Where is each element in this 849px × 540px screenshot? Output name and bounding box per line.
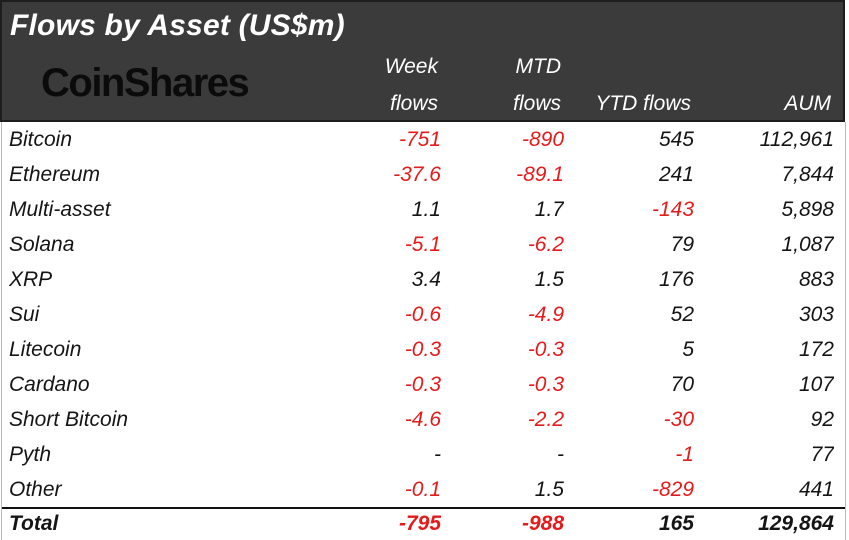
asset-name-cell: XRP — [9, 268, 53, 291]
aum-cell: 441 — [798, 478, 834, 501]
week-flows-cell: -751 — [398, 128, 441, 151]
column-header-mtd-flows: MTD flows — [438, 46, 561, 120]
ytd-flows-cell: 5 — [682, 338, 694, 361]
table-row-xrp: XRP 3.4 1.5 176 883 — [2, 262, 845, 297]
mtd-flows-cell: -890 — [521, 128, 564, 151]
aum-cell: 5,898 — [781, 198, 834, 221]
table-row-bitcoin: Bitcoin -751 -890 545 112,961 — [2, 122, 845, 157]
ytd-flows-cell: 79 — [670, 233, 694, 256]
ytd-flows-cell: -143 — [651, 198, 694, 221]
ytd-flows-cell: -1 — [675, 443, 694, 466]
column-header-line: YTD flows — [595, 92, 691, 115]
asset-name-cell: Pyth — [9, 443, 52, 466]
week-flows-cell: 3.4 — [411, 268, 441, 291]
table-row-pyth: Pyth - - -1 77 — [2, 437, 845, 472]
week-flows-cell: -0.6 — [404, 303, 441, 326]
column-header-line — [691, 46, 831, 83]
asset-name-cell: Short Bitcoin — [9, 408, 129, 431]
table-row-short-bitcoin: Short Bitcoin -4.6 -2.2 -30 92 — [2, 402, 845, 437]
column-header-week-flows: Week flows — [318, 46, 438, 120]
mtd-flows-cell: -0.3 — [527, 373, 564, 396]
column-header-line: MTD — [515, 55, 562, 78]
week-flows-cell: - — [434, 443, 441, 466]
table-row-sui: Sui -0.6 -4.9 52 303 — [2, 297, 845, 332]
mtd-flows-cell: - — [557, 443, 564, 466]
coinshares-wordmark: CoinShares — [41, 60, 250, 105]
ytd-flows-cell: 70 — [670, 373, 694, 396]
table-row-litecoin: Litecoin -0.3 -0.3 5 172 — [2, 332, 845, 367]
table-row-cardano: Cardano -0.3 -0.3 70 107 — [2, 367, 845, 402]
asset-name-cell: Other — [9, 478, 62, 501]
mtd-flows-cell: -4.9 — [527, 303, 564, 326]
mtd-flows-cell: -0.3 — [527, 338, 564, 361]
ytd-flows-cell: 545 — [658, 128, 694, 151]
column-header-aum: AUM — [691, 46, 831, 120]
column-header-line: flows — [390, 92, 438, 115]
table-body: Bitcoin -751 -890 545 112,961 Ethereum -… — [1, 122, 846, 540]
aum-cell: 112,961 — [759, 128, 834, 151]
aum-cell: 92 — [810, 408, 834, 431]
aum-cell: 1,087 — [781, 233, 834, 256]
column-header-line: AUM — [784, 92, 831, 115]
aum-cell: 883 — [798, 268, 834, 291]
mtd-flows-cell: 1.7 — [534, 198, 564, 221]
table-title: Flows by Asset (US$m) — [10, 9, 345, 42]
column-header-line: Week — [384, 55, 438, 78]
asset-name-cell: Sui — [9, 303, 40, 326]
asset-name-cell: Litecoin — [9, 338, 82, 361]
table-row-other: Other -0.1 1.5 -829 441 — [2, 472, 845, 507]
column-header-line: flows — [513, 92, 561, 115]
table-row-multi-asset: Multi-asset 1.1 1.7 -143 5,898 — [2, 192, 845, 227]
table-row-total: Total -795 -988 165 129,864 — [2, 507, 845, 540]
week-flows-cell: -5.1 — [404, 233, 441, 256]
week-flows-cell: -795 — [398, 512, 441, 535]
aum-cell: 7,844 — [781, 163, 834, 186]
mtd-flows-cell: 1.5 — [534, 478, 564, 501]
aum-cell: 172 — [798, 338, 834, 361]
table-row-ethereum: Ethereum -37.6 -89.1 241 7,844 — [2, 157, 845, 192]
asset-name-cell: Solana — [9, 233, 75, 256]
ytd-flows-cell: 52 — [670, 303, 694, 326]
mtd-flows-cell: -6.2 — [527, 233, 564, 256]
asset-name-cell: Total — [9, 512, 59, 535]
aum-cell: 77 — [810, 443, 834, 466]
asset-name-cell: Cardano — [9, 373, 90, 396]
asset-name-cell: Ethereum — [9, 163, 101, 186]
aum-cell: 303 — [798, 303, 834, 326]
coinshares-logo: CoinShares — [10, 46, 318, 120]
table-row-solana: Solana -5.1 -6.2 79 1,087 — [2, 227, 845, 262]
column-header-row: CoinShares Week flows MTD flows YTD flow… — [10, 46, 831, 120]
week-flows-cell: -0.1 — [404, 478, 441, 501]
week-flows-cell: -0.3 — [404, 373, 441, 396]
ytd-flows-cell: -829 — [651, 478, 694, 501]
mtd-flows-cell: -2.2 — [527, 408, 564, 431]
asset-name-cell: Multi-asset — [9, 198, 111, 221]
asset-name-cell: Bitcoin — [9, 128, 73, 151]
ytd-flows-cell: -30 — [663, 408, 694, 431]
mtd-flows-cell: -988 — [521, 512, 564, 535]
week-flows-cell: -4.6 — [404, 408, 441, 431]
week-flows-cell: -0.3 — [404, 338, 441, 361]
ytd-flows-cell: 241 — [658, 163, 694, 186]
mtd-flows-cell: -89.1 — [516, 163, 564, 186]
week-flows-cell: -37.6 — [393, 163, 441, 186]
table-header: Flows by Asset (US$m) CoinShares Week fl… — [0, 0, 845, 122]
aum-cell: 129,864 — [758, 512, 834, 535]
week-flows-cell: 1.1 — [411, 198, 441, 221]
column-header-line — [561, 46, 691, 83]
ytd-flows-cell: 176 — [658, 268, 694, 291]
ytd-flows-cell: 165 — [658, 512, 694, 535]
column-header-ytd-flows: YTD flows — [561, 46, 691, 120]
mtd-flows-cell: 1.5 — [534, 268, 564, 291]
aum-cell: 107 — [798, 373, 834, 396]
